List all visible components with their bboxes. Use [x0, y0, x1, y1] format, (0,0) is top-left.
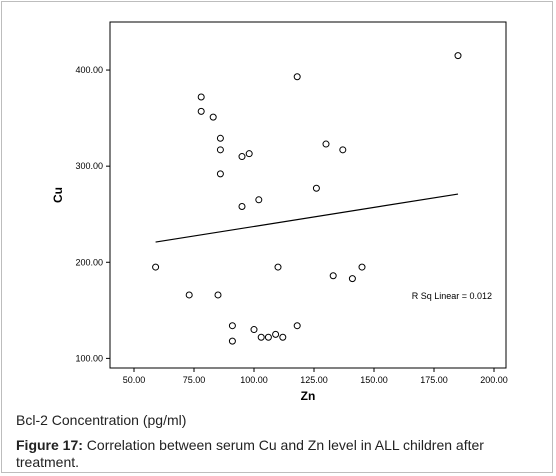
figure-caption-text: Correlation between serum Cu and Zn leve…: [16, 437, 484, 470]
data-point: [228, 322, 236, 330]
data-point: [312, 184, 320, 192]
data-point: [228, 337, 236, 345]
data-point: [216, 170, 224, 178]
data-point: [454, 52, 462, 60]
figure-caption: Figure 17: Correlation between serum Cu …: [16, 437, 546, 471]
data-point: [293, 73, 301, 81]
x-tick-label: 200.00: [480, 375, 508, 385]
data-point: [329, 272, 337, 280]
data-point: [264, 333, 272, 341]
data-point: [197, 107, 205, 115]
y-axis-title: Cu: [51, 187, 65, 203]
data-point: [238, 153, 246, 161]
data-point: [255, 196, 263, 204]
data-point: [322, 140, 330, 148]
x-tick-label: 175.00: [420, 375, 448, 385]
data-point: [216, 134, 224, 142]
plot-border: [109, 21, 507, 369]
x-tick-label: 100.00: [240, 375, 268, 385]
y-tick-label: 300.00: [75, 161, 103, 171]
data-point: [250, 326, 258, 334]
x-tick-label: 150.00: [360, 375, 388, 385]
y-tick-label: 200.00: [75, 257, 103, 267]
data-point: [348, 275, 356, 283]
plot-area: 50.00 75.00 100.00 125.00 150.00 175.00 200.00…: [75, 21, 508, 385]
data-point: [358, 263, 366, 271]
data-point: [209, 113, 217, 121]
data-point: [238, 203, 246, 211]
figure-label: Figure 17:: [16, 437, 83, 453]
y-tick-label: 400.00: [75, 65, 103, 75]
x-tick-label: 125.00: [300, 375, 328, 385]
data-point: [279, 333, 287, 341]
x-tick-label: 75.00: [183, 375, 206, 385]
data-point: [197, 93, 205, 101]
data-point: [339, 146, 347, 154]
data-point: [272, 330, 280, 338]
scatter-chart: 50.00 75.00 100.00 125.00 150.00 175.00 200.00…: [51, 21, 508, 403]
data-point: [214, 291, 222, 299]
data-point: [152, 263, 160, 271]
data-point: [274, 263, 282, 271]
data-point: [216, 146, 224, 154]
data-point: [293, 322, 301, 330]
r-squared-annotation: R Sq Linear = 0.012: [412, 291, 492, 301]
x-axis-title: Zn: [301, 389, 316, 403]
data-point: [245, 150, 253, 158]
subcaption: Bcl-2 Concentration (pg/ml): [16, 412, 187, 428]
linear-fit-line: [155, 193, 459, 243]
data-point: [185, 291, 193, 299]
y-tick-label: 100.00: [75, 353, 103, 363]
data-point: [257, 333, 265, 341]
x-tick-label: 50.00: [123, 375, 146, 385]
